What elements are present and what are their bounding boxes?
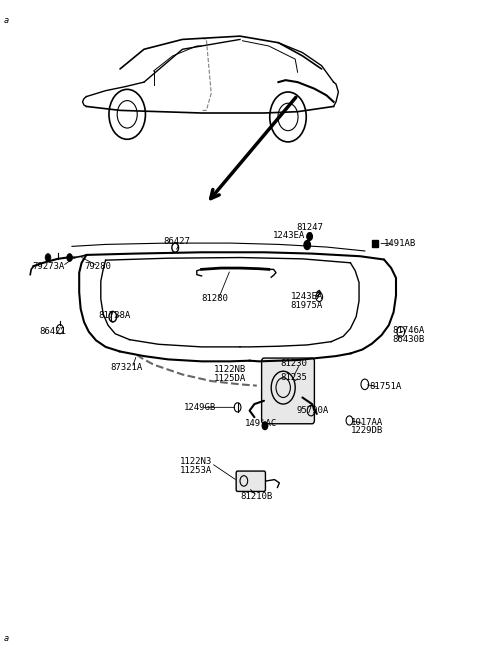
Text: 11253A: 11253A — [180, 466, 212, 475]
Circle shape — [262, 422, 268, 430]
Text: 86430B: 86430B — [393, 334, 425, 344]
FancyBboxPatch shape — [262, 358, 314, 424]
Text: 1491AB: 1491AB — [384, 238, 416, 248]
Text: 81751A: 81751A — [370, 382, 402, 392]
Text: 1243EA: 1243EA — [273, 231, 305, 240]
Text: 81280: 81280 — [202, 294, 228, 304]
Circle shape — [45, 254, 51, 261]
Text: 149'AC: 149'AC — [245, 419, 277, 428]
Text: 81235: 81235 — [281, 373, 308, 382]
Text: a: a — [4, 16, 9, 26]
Text: 95790A: 95790A — [297, 406, 329, 415]
Text: 79280: 79280 — [84, 261, 111, 271]
Text: 1229DB: 1229DB — [350, 426, 383, 436]
Text: 1249GB: 1249GB — [183, 403, 216, 412]
Text: 81247: 81247 — [297, 223, 324, 232]
Text: 86427: 86427 — [163, 237, 190, 246]
Text: a: a — [4, 633, 9, 643]
Text: 1122NB: 1122NB — [214, 365, 246, 374]
Text: 81230: 81230 — [281, 359, 308, 368]
Text: 1243EA: 1243EA — [290, 292, 323, 302]
Text: 81746A: 81746A — [393, 326, 425, 335]
Text: 1122N3: 1122N3 — [180, 457, 212, 466]
Bar — [372, 240, 378, 247]
Text: 86421: 86421 — [39, 327, 66, 336]
Text: 87321A: 87321A — [110, 363, 143, 373]
Circle shape — [304, 240, 311, 250]
Text: 81210B: 81210B — [240, 492, 272, 501]
Text: 1125DA: 1125DA — [214, 374, 246, 383]
FancyBboxPatch shape — [236, 471, 265, 491]
Text: 81738A: 81738A — [98, 311, 131, 320]
Circle shape — [67, 254, 72, 261]
Text: 81975A: 81975A — [290, 301, 323, 310]
Text: 1017AA: 1017AA — [350, 418, 383, 427]
Text: 79273A: 79273A — [33, 261, 65, 271]
Circle shape — [307, 233, 312, 240]
